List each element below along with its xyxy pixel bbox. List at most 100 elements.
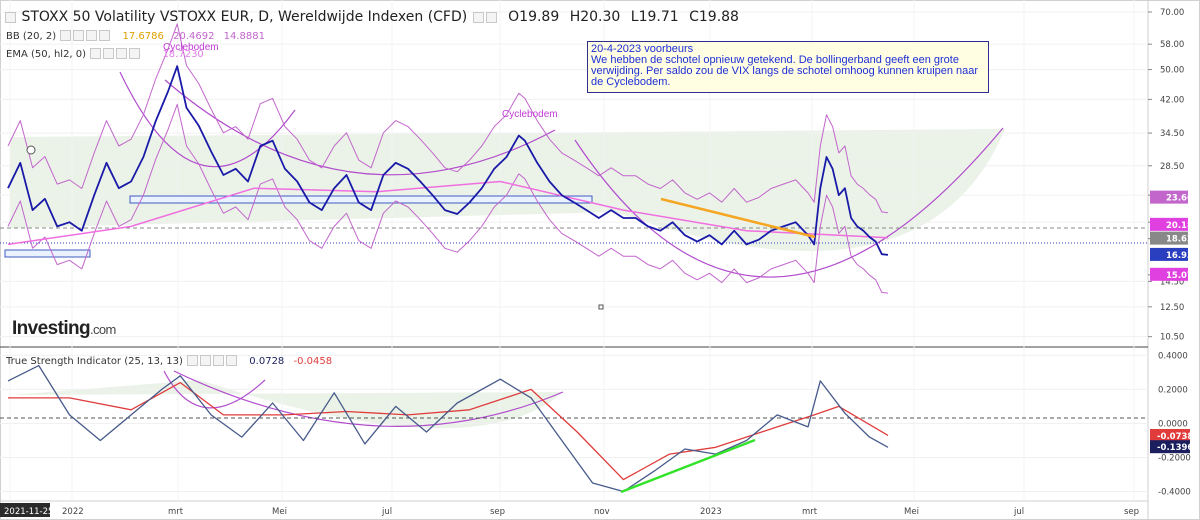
tsi-cup-2 [173,370,564,427]
collapse-icon[interactable] [5,12,16,23]
price-tag [1150,247,1188,261]
time-tick-label: Mei [904,507,919,517]
cyclebodem-label-2: Cyclebodem [502,109,558,120]
vstoxx-price-line [7,65,889,256]
ohlc-values: O19.89 H20.30 L19.71 C19.88 [508,9,745,25]
bb-more-icon[interactable] [99,30,111,41]
tsi-line [7,364,889,493]
cup-curves [119,71,1004,427]
ema-settings-icon[interactable] [103,48,115,59]
tsi-v1: 0.0728 [249,356,285,367]
osc-tag-value: -0.0738 [1157,432,1193,442]
symbol-title: STOXX 50 Volatility VSTOXX EUR, D, Werel… [21,9,468,25]
price-tick-label: 10.50 [1160,333,1184,343]
osc-tag-value: -0.1396 [1157,443,1193,453]
tsi-cup-1 [163,370,266,409]
support-box [129,195,593,204]
bb-v2: 20.4692 [173,31,215,42]
cup-curve-1 [119,71,296,168]
tsi-v2: -0.0458 [293,356,333,367]
tsi-label: True Strength Indicator (25, 13, 13) [6,356,183,367]
price-tag [1150,217,1188,231]
price-tick-label: 58.00 [1160,40,1184,50]
tsi-settings-icon[interactable] [200,355,212,366]
visibility-icon[interactable] [472,12,484,23]
ema-label: EMA (50, hl2, 0) [6,49,87,60]
price-tag-value: 16.93 [1166,251,1193,261]
ema-line [7,180,889,246]
time-axis-labels: 2021-11-25 2022 mrt Mei jul sep nov 2023 mrt Mei j… [0,503,1139,517]
low-value: L19.71 [630,9,679,25]
bb-legend: BB (20, 2) 17.6786 20.4692 14.8881 [6,30,265,42]
time-tick-label: jul [1013,507,1024,517]
price-tick-label: 70.00 [1160,8,1184,18]
bb-label: BB (20, 2) [6,31,57,42]
price-tick-label: 14.50 [1160,277,1184,287]
close-value: C19.88 [689,9,739,25]
time-tick-label: mrt [168,507,184,517]
bb-upper-line [7,23,889,214]
price-tick-label: 12.50 [1160,303,1184,313]
price-tag [1150,231,1188,245]
price-tag [1150,267,1188,281]
osc-tick-label: 0.0000 [1158,419,1188,429]
ema-v1: 18.7230 [162,49,204,60]
tsi-fill [10,380,563,429]
bb-visibility-icon[interactable] [60,30,72,41]
price-tag-value: 23.66 [1166,194,1193,204]
time-tick-label: jul [381,507,392,517]
price-tick-label: 42.00 [1160,95,1184,105]
ema-legend: EMA (50, hl2, 0) 18.7230 [6,48,204,60]
bb-lower-line [7,103,889,294]
tsi-remove-icon[interactable] [213,355,225,366]
time-tick-label: sep [1124,507,1139,517]
green-trendline [620,438,756,494]
osc-tick-label: 0.2000 [1158,385,1188,395]
high-value: H20.30 [569,9,621,25]
tsi-more-icon[interactable] [226,355,238,366]
osc-tag [1150,429,1190,443]
tsi-visibility-icon[interactable] [187,355,199,366]
cyclebodem-label-1: Cyclebodem [163,42,219,53]
price-tags: 23.66 20.18 18.62 16.93 15.07 -0.0738-0.1396 [1150,190,1193,454]
main-legend: STOXX 50 Volatility VSTOXX EUR, D, Werel… [4,9,745,25]
price-tag-value: 20.18 [1166,221,1193,231]
analysis-note: 20-4-2023 voorbeurs We hebben de schotel… [587,41,989,93]
settings-icon[interactable] [485,12,497,23]
cup-fill [10,129,1005,252]
bb-v1: 17.6786 [122,31,164,42]
osc-tick-label: -0.2000 [1158,453,1191,463]
ema-visibility-icon[interactable] [90,48,102,59]
bb-v3: 14.8881 [223,31,265,42]
price-tag-value: 18.62 [1166,235,1193,245]
ema-remove-icon[interactable] [116,48,128,59]
note-line-1: 20-4-2023 voorbeurs [591,43,694,55]
time-tick-label: mrt [802,507,818,517]
price-tick-label: 34.50 [1160,129,1184,139]
investing-logo: Investing.com [12,318,116,339]
cup-curve-3 [574,127,1004,278]
start-marker [26,145,36,155]
ema-more-icon[interactable] [129,48,141,59]
support-box-left [4,249,91,258]
price-tag-value: 15.07 [1166,271,1193,281]
cursor-marker [598,304,604,310]
time-tick-label: sep [490,507,505,517]
time-tick-label: 2022 [62,507,84,517]
time-tick-label: 2023 [700,507,722,517]
tsi-signal-line [8,381,889,481]
osc-tag [1150,440,1190,454]
time-tick-label: 2021-11-25 [4,507,53,517]
osc-tick-label: -0.4000 [1158,487,1191,497]
price-tick-label: 50.00 [1160,66,1184,76]
series-layer [7,23,889,493]
date-badge [0,503,50,517]
osc-tick-label: 0.4000 [1158,351,1188,361]
time-tick-label: Mei [272,507,287,517]
price-tag [1150,190,1188,204]
time-tick-label: nov [594,507,610,517]
open-value: O19.89 [508,9,560,25]
bb-settings-icon[interactable] [73,30,85,41]
bb-remove-icon[interactable] [86,30,98,41]
